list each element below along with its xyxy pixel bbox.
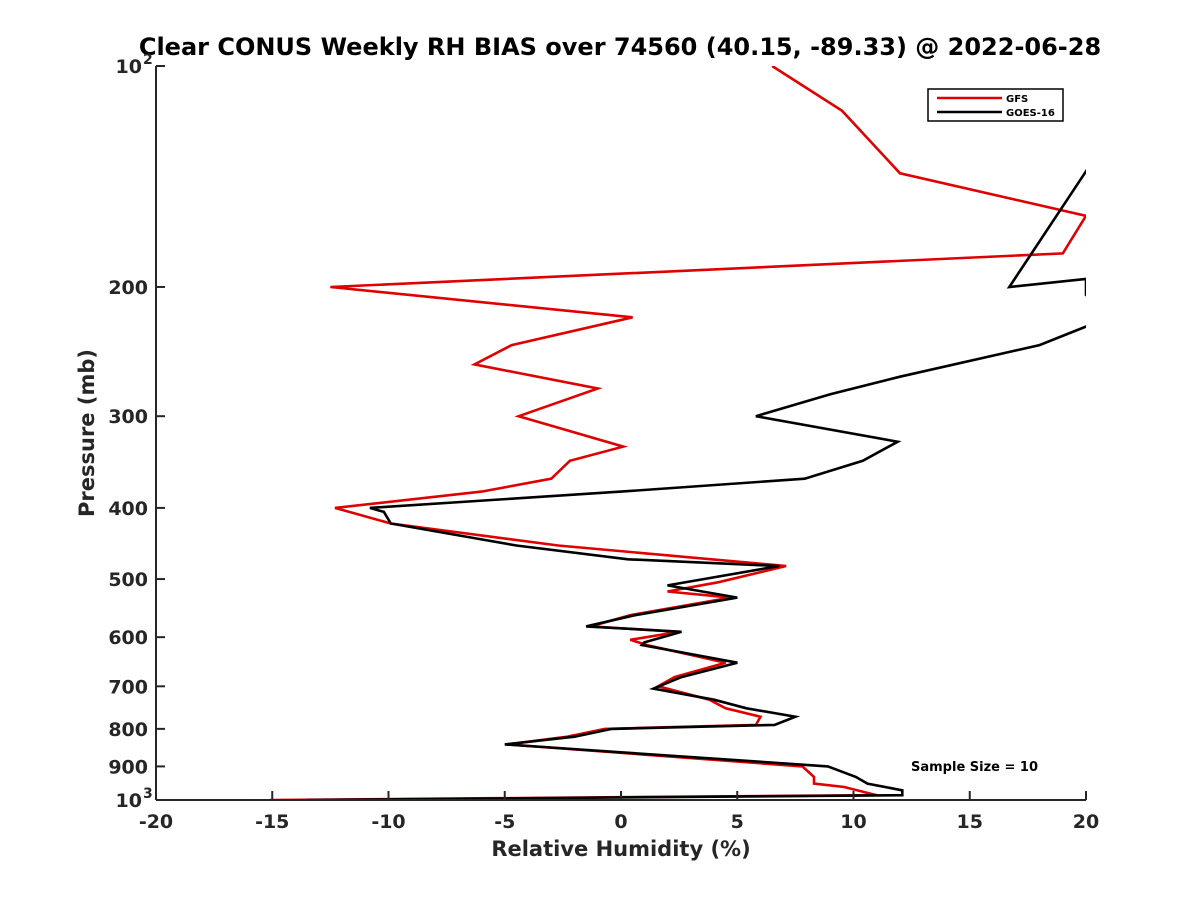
- y-tick-label: 400: [108, 498, 148, 520]
- y-tick-exponent: 3: [143, 786, 153, 802]
- y-tick-label: 600: [108, 627, 148, 649]
- x-tick-label: -10: [371, 811, 405, 833]
- y-tick-label: 500: [108, 569, 148, 591]
- y-tick-label: 800: [108, 719, 148, 741]
- y-tick-label: 10: [116, 56, 142, 78]
- x-tick-label: 0: [614, 811, 627, 833]
- y-tick-label: 700: [108, 676, 148, 698]
- sample-size-annotation: Sample Size = 10: [911, 760, 1038, 775]
- x-tick-label: 5: [731, 811, 744, 833]
- x-tick-label: 20: [1073, 811, 1099, 833]
- y-tick-exponent: 2: [143, 52, 153, 68]
- y-tick-label: 200: [108, 277, 148, 299]
- chart-title: Clear CONUS Weekly RH BIAS over 74560 (4…: [139, 33, 1101, 61]
- x-tick-label: -15: [255, 811, 289, 833]
- x-tick-label: 10: [840, 811, 866, 833]
- y-tick-label: 10: [116, 790, 142, 812]
- series-layer: [269, 66, 1086, 800]
- x-tick-label: -5: [494, 811, 515, 833]
- x-tick-label: 15: [957, 811, 983, 833]
- x-axis-label: Relative Humidity (%): [491, 837, 750, 861]
- y-axis-label: Pressure (mb): [75, 349, 99, 517]
- legend: GFS GOES-16: [927, 88, 1064, 122]
- y-tick-label: 900: [108, 756, 148, 778]
- legend-label-gfs: GFS: [1006, 94, 1028, 105]
- x-tick-label: -20: [139, 811, 173, 833]
- series-line-goes-16: [307, 168, 1086, 800]
- legend-label-goes-16: GOES-16: [1006, 108, 1055, 119]
- y-tick-label: 300: [108, 406, 148, 428]
- legend-box: [927, 88, 1064, 122]
